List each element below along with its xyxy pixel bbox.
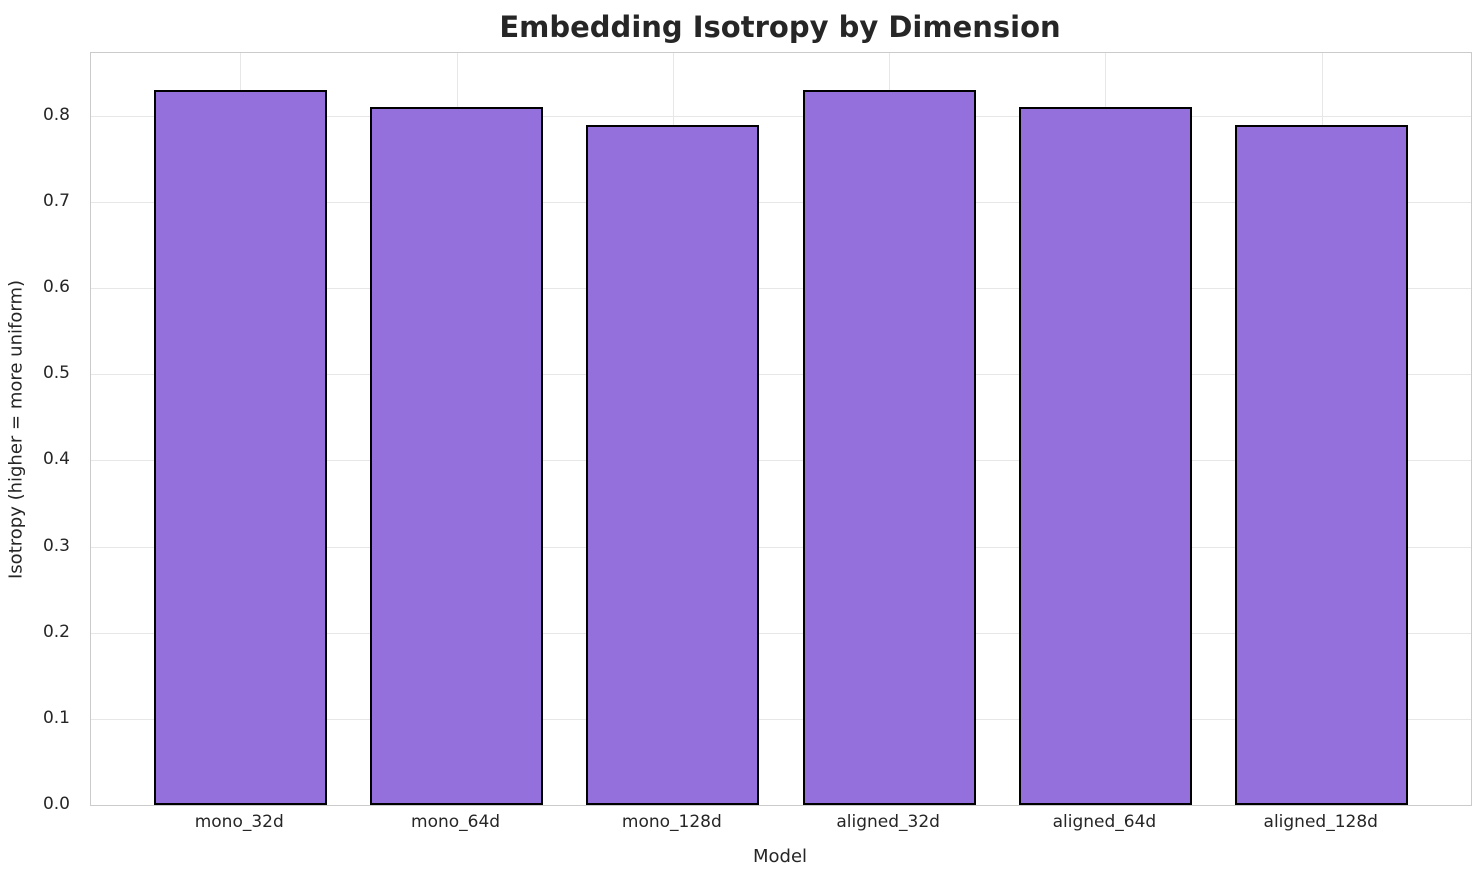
x-tick-label-mono_128d: mono_128d <box>621 812 722 832</box>
x-tick-label-aligned_32d: aligned_32d <box>836 812 940 832</box>
y-tick-label-0.7: 0.7 <box>42 191 70 212</box>
x-tick-label-aligned_64d: aligned_64d <box>1052 812 1157 832</box>
chart-title: Embedding Isotropy by Dimension <box>499 10 1061 44</box>
bar-aligned_128d <box>1235 124 1409 805</box>
x-tick-label-aligned_128d: aligned_128d <box>1263 812 1378 832</box>
bar-mono_32d <box>153 90 327 805</box>
gridline-horizontal-0.7 <box>91 202 1471 204</box>
y-axis-label: Isotropy (higher = more uniform) <box>5 280 27 579</box>
y-tick-label-0.6: 0.6 <box>42 277 70 298</box>
gridline-horizontal-0.2 <box>91 632 1471 634</box>
y-tick-label-0.0: 0.0 <box>42 794 70 814</box>
bar-mono_64d <box>370 107 544 805</box>
y-tick-label-0.1: 0.1 <box>42 707 70 728</box>
gridline-horizontal-0.5 <box>91 374 1471 376</box>
gridline-horizontal-0.6 <box>91 288 1471 290</box>
x-tick-label-mono_32d: mono_32d <box>194 812 284 832</box>
y-tick-label-0.3: 0.3 <box>42 535 70 556</box>
gridline-horizontal-0.4 <box>91 460 1471 462</box>
gridline-horizontal-0.8 <box>91 115 1471 117</box>
bar-mono_128d <box>586 124 760 805</box>
x-tick-label-mono_64d: mono_64d <box>411 812 501 832</box>
y-tick-label-0.2: 0.2 <box>42 621 70 642</box>
y-tick-label-0.8: 0.8 <box>42 104 70 125</box>
gridline-horizontal-0.1 <box>91 718 1471 720</box>
x-axis-label: Model <box>752 846 808 867</box>
gridline-horizontal-0.3 <box>91 546 1471 548</box>
y-tick-label-0.5: 0.5 <box>42 363 70 384</box>
bar-aligned_64d <box>1018 107 1192 805</box>
y-tick-label-0.4: 0.4 <box>42 449 70 470</box>
plot-area <box>90 52 1472 806</box>
bar-aligned_32d <box>802 90 976 805</box>
